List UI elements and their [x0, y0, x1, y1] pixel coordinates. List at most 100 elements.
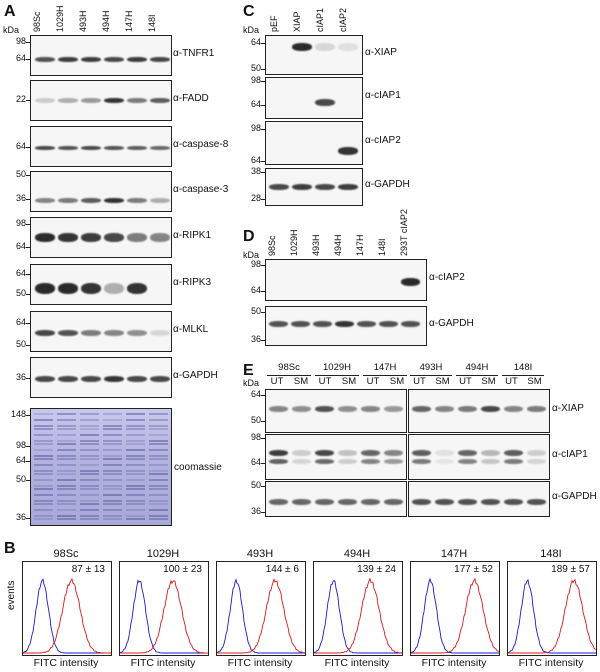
- coomassie-band: [80, 473, 99, 475]
- stained-histogram-curve: [217, 577, 305, 654]
- kda-tick: [26, 322, 30, 324]
- coomassie-band: [149, 518, 168, 520]
- kda-tick: [261, 420, 265, 422]
- western-band: [81, 98, 101, 103]
- western-band: [338, 449, 357, 456]
- panel-e-sub-label: UT: [459, 376, 472, 387]
- coomassie-band: [80, 464, 99, 466]
- western-band: [269, 184, 289, 190]
- western-band: [58, 197, 78, 203]
- panel-d-kda-marker: 98: [250, 259, 261, 269]
- panel-c-blot: [265, 168, 363, 206]
- kda-tick: [26, 273, 30, 275]
- coomassie-band: [34, 443, 53, 445]
- kda-tick: [261, 462, 265, 464]
- coomassie-band: [57, 515, 76, 517]
- coomassie-band: [103, 413, 122, 415]
- western-band: [150, 98, 170, 103]
- kda-tick: [26, 42, 30, 44]
- panel-a-kda-marker: 36: [15, 193, 26, 204]
- coomassie-band: [80, 479, 99, 481]
- panel-e-sub-label: SM: [435, 376, 450, 387]
- coomassie-band: [80, 434, 99, 436]
- panel-e-sub-label: UT: [505, 376, 518, 387]
- coomassie-band: [149, 494, 168, 496]
- western-band: [435, 458, 454, 464]
- coomassie-band: [57, 425, 76, 427]
- panel-c-antibody-label: α-GAPDH: [365, 179, 410, 190]
- western-band: [412, 449, 431, 456]
- coomassie-band: [103, 470, 122, 472]
- coomassie-band: [103, 518, 122, 520]
- histogram-sample-label: 493H: [246, 548, 274, 560]
- histogram-plot: [119, 561, 209, 656]
- western-band: [504, 458, 523, 464]
- kda-tick: [26, 59, 30, 61]
- western-band: [104, 98, 124, 103]
- coomassie-band: [103, 434, 122, 436]
- panel-c-lane-label: XIAP: [292, 11, 302, 32]
- western-band: [504, 405, 523, 412]
- panel-a-antibody-label: α-FADD: [173, 92, 209, 104]
- coomassie-band: [34, 428, 53, 430]
- coomassie-band: [149, 470, 168, 472]
- panel-a-kda-marker: 148: [10, 408, 26, 419]
- coomassie-band: [126, 425, 145, 427]
- panel-a-antibody-label: α-GAPDH: [173, 369, 218, 381]
- panel-a-blot: [30, 217, 172, 258]
- western-band: [338, 184, 358, 190]
- coomassie-band: [57, 473, 76, 475]
- histogram-plot: [216, 561, 306, 656]
- western-band: [35, 330, 55, 337]
- coomassie-band: [80, 458, 99, 460]
- panel-a-kda-marker: 64: [15, 316, 26, 327]
- western-band: [104, 376, 124, 383]
- histogram-mfi-value: 87 ± 13: [71, 564, 105, 575]
- coomassie-band: [103, 488, 122, 490]
- coomassie-band: [103, 509, 122, 511]
- coomassie-band: [103, 479, 122, 481]
- coomassie-band: [126, 470, 145, 472]
- kda-tick: [261, 395, 265, 397]
- western-band: [315, 499, 334, 506]
- panel-e-sub-label: SM: [527, 376, 542, 387]
- kda-tick: [26, 247, 30, 249]
- coomassie-band: [34, 515, 53, 517]
- coomassie-band: [80, 494, 99, 496]
- panel-a-kda-marker: 36: [15, 512, 26, 523]
- panel-c-kda-marker: 28: [250, 192, 261, 203]
- western-band: [269, 458, 288, 464]
- histogram-sample-label: 494H: [343, 548, 371, 560]
- western-band: [35, 376, 55, 383]
- western-band: [81, 197, 101, 203]
- coomassie-band: [126, 473, 145, 475]
- panel-c-kda-marker: 98: [250, 75, 261, 85]
- histogram-plot: [22, 561, 112, 656]
- coomassie-band: [34, 479, 53, 481]
- coomassie-band: [57, 509, 76, 511]
- western-band: [435, 449, 454, 456]
- coomassie-band: [126, 440, 145, 442]
- panel-d-kda-marker: 50: [250, 305, 261, 316]
- western-band: [127, 282, 147, 294]
- western-band: [458, 449, 477, 456]
- panel-d-lane-label: 494H: [333, 234, 343, 256]
- western-band: [458, 405, 477, 412]
- kda-tick: [26, 294, 30, 296]
- panel-a-lane-label: 1029H: [55, 5, 65, 32]
- histogram-svg: [23, 578, 111, 654]
- western-band: [458, 458, 477, 464]
- histogram-xlabel: FITC intensity: [227, 657, 293, 669]
- western-band: [527, 499, 546, 506]
- kda-tick: [26, 414, 30, 416]
- coomassie-band: [34, 464, 53, 466]
- coomassie-band: [34, 413, 53, 415]
- kda-tick: [261, 291, 265, 292]
- panel-e-antibody-label: α-XIAP: [552, 403, 584, 414]
- coomassie-band: [103, 449, 122, 451]
- coomassie-band: [126, 479, 145, 481]
- coomassie-band: [126, 518, 145, 520]
- panel-e-group-label: 98Sc: [278, 362, 300, 373]
- coomassie-band: [126, 485, 145, 487]
- western-band: [269, 449, 288, 456]
